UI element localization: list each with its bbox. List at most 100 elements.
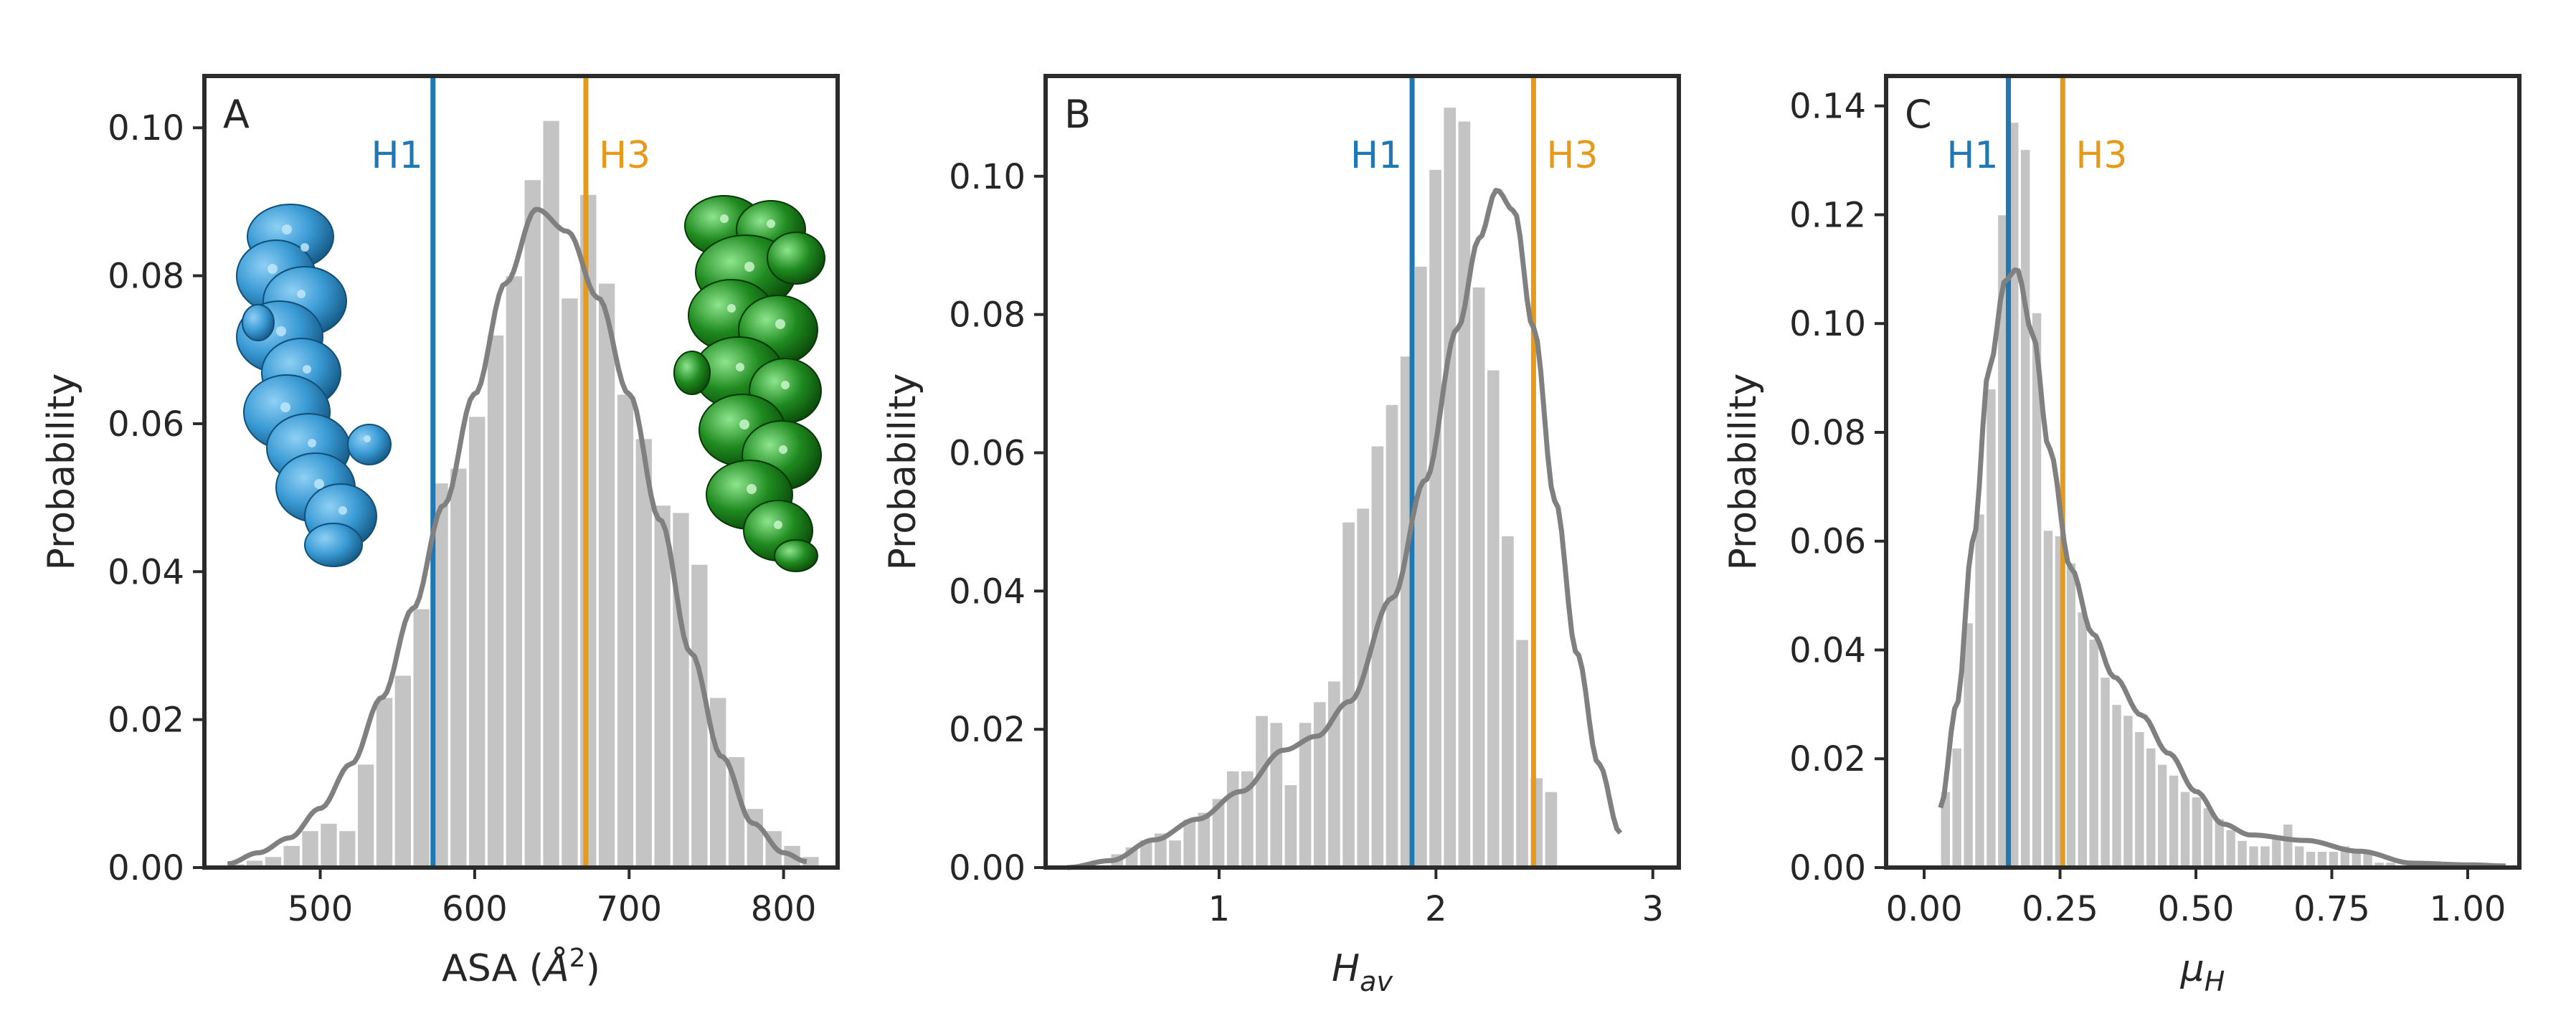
- panel-c-bar-11: [2065, 562, 2077, 868]
- panel-b-y-axis-label: Probability: [881, 374, 924, 571]
- panel-b-reference-lines: [1409, 76, 1536, 868]
- panel-a-letter: A: [223, 92, 250, 137]
- panel-b-bar-23: [1442, 106, 1457, 868]
- panel-a-bar-24: [671, 511, 691, 868]
- panel-a-bar-10: [412, 608, 431, 868]
- panel-a-axes-border: [202, 74, 840, 870]
- panel-b-frame: [1043, 74, 1681, 870]
- panel-b-reference-labels: H1 H3: [1350, 134, 1599, 177]
- panel-c-ytick-label: 0.08: [1789, 413, 1866, 453]
- panel-c-xtick-label: 0.75: [2293, 889, 2370, 929]
- panel-b-bar-18: [1370, 445, 1385, 868]
- panel-b-h3-label: H3: [1546, 134, 1598, 177]
- panel-a-bar-17: [541, 120, 561, 868]
- panel-b-h1-label: H1: [1350, 134, 1402, 177]
- panel-c-bar-12: [2077, 611, 2088, 868]
- panel-a-asa-histogram: 0.000.020.040.060.080.10 500 600 700 800 A …: [40, 74, 840, 990]
- panel-b-hav-histogram: 0.00 0.02 0.04 0.06 0.08 0.10 1 2 3 B H1 H3 Pro…: [881, 74, 1681, 997]
- panel-a-bar-16: [524, 179, 542, 868]
- panel-a-bar-9: [394, 674, 412, 868]
- panel-c-bar-28: [2259, 845, 2271, 868]
- panel-b-xlabel-sub: av: [1360, 966, 1393, 997]
- panel-a-bar-13: [468, 415, 486, 868]
- panel-c-bar-7: [2019, 148, 2031, 868]
- panel-a-x-ticks: 500 600 700 800: [288, 868, 817, 929]
- panel-c-bar-31: [2293, 845, 2305, 868]
- panel-b-kde-curve: [1067, 188, 1623, 870]
- panel-b-ytick-label: 0.00: [949, 848, 1026, 888]
- panel-b-xlabel-main: H: [1332, 947, 1360, 990]
- panel-a-ytick-label: 0.06: [108, 404, 184, 445]
- panel-b-bar-12: [1284, 784, 1298, 868]
- panel-a-y-axis-label: Probability: [40, 374, 83, 571]
- panel-c-bar-13: [2088, 638, 2100, 868]
- panel-b-bar-24: [1457, 120, 1472, 868]
- h1-peptide-surface-image: [236, 204, 392, 567]
- panel-c-bar-22: [2191, 796, 2202, 868]
- panel-c-bar-3: [1974, 513, 1986, 868]
- panel-b-y-ticks: 0.00 0.02 0.04 0.06 0.08 0.10: [949, 157, 1046, 888]
- panel-b-bar-28: [1515, 639, 1530, 868]
- panel-c-bar-30: [2282, 823, 2293, 868]
- panel-c-bar-19: [2156, 764, 2168, 868]
- panel-a-bar-14: [486, 334, 505, 868]
- panel-c-ytick-label: 0.06: [1789, 522, 1866, 562]
- panel-c-x-axis-label: μH: [2180, 947, 2225, 997]
- h3-peptide-surface-image: [673, 195, 825, 572]
- panel-c-ytick-label: 0.04: [1789, 630, 1866, 670]
- panel-b-ytick-label: 0.04: [949, 571, 1026, 612]
- panel-a-reference-lines: [430, 76, 589, 868]
- panel-c-bar-9: [2042, 529, 2054, 868]
- panel-c-ytick-label: 0.00: [1789, 848, 1866, 888]
- panel-a-bars: [227, 120, 820, 868]
- panel-b-xtick-label: 2: [1425, 889, 1447, 929]
- panel-b-x-ticks: 1 2 3: [1208, 868, 1664, 929]
- panel-c-bar-21: [2179, 791, 2191, 868]
- panel-c-frame: [1884, 74, 2521, 870]
- panel-b-letter: B: [1064, 92, 1091, 137]
- panel-b-bar-16: [1341, 521, 1356, 868]
- panel-a-ytick-label: 0.08: [108, 257, 184, 297]
- panel-c-bar-18: [2145, 747, 2156, 868]
- panel-a-h1-label: H1: [371, 134, 423, 177]
- panel-a-xlabel-angstrom: Å: [541, 946, 569, 990]
- panel-c-muh-histogram: 0.00 0.02 0.04 0.06 0.08 0.10 0.12 0.14 0.00 0.2…: [1722, 74, 2521, 997]
- panel-c-h3-label: H3: [2075, 134, 2127, 177]
- panel-b-xtick-label: 1: [1208, 889, 1231, 929]
- panel-a-xtick-label: 500: [288, 889, 354, 929]
- panel-a-bar-18: [560, 297, 579, 868]
- panel-a-xtick-label: 800: [751, 889, 817, 929]
- panel-c-ytick-label: 0.14: [1789, 87, 1866, 127]
- panel-c-xlabel-main: μ: [2180, 947, 2205, 990]
- panel-c-xtick-label: 1.00: [2430, 889, 2506, 929]
- panel-a-bar-15: [505, 275, 524, 868]
- panel-a-bar-7: [356, 763, 375, 868]
- panel-c-bar-27: [2248, 845, 2260, 868]
- panel-b-ytick-label: 0.10: [949, 157, 1026, 197]
- panel-c-bar-34: [2328, 850, 2339, 868]
- panel-b-xtick-label: 3: [1642, 889, 1664, 929]
- panel-a-ytick-label: 0.00: [108, 848, 184, 888]
- panel-c-bar-4: [1985, 388, 1997, 868]
- panel-c-reference-lines: [2006, 76, 2065, 868]
- panel-c-y-axis-label: Probability: [1722, 374, 1765, 571]
- panel-a-bar-8: [375, 696, 394, 868]
- panel-c-bar-17: [2134, 731, 2146, 868]
- panel-c-ytick-label: 0.12: [1789, 195, 1866, 235]
- panel-a-kde-curve: [227, 206, 808, 867]
- panel-a-ytick-label: 0.10: [108, 108, 184, 148]
- panel-b-bar-8: [1226, 770, 1240, 868]
- panel-a-bar-12: [449, 467, 468, 868]
- panel-c-axes-border: [1884, 74, 2521, 870]
- panel-b-bar-26: [1486, 369, 1501, 868]
- panel-b-bar-30: [1544, 791, 1558, 868]
- panel-c-kde-curve: [1938, 267, 2506, 869]
- panel-c-bar-16: [2122, 714, 2134, 868]
- panel-b-ytick-label: 0.02: [949, 710, 1026, 750]
- panel-c-bar-26: [2236, 840, 2248, 868]
- panel-c-ytick-label: 0.02: [1789, 739, 1866, 779]
- panel-a-xlabel-text: ASA (: [442, 947, 544, 990]
- panel-c-bar-15: [2111, 703, 2123, 868]
- panel-c-bar-32: [2305, 850, 2316, 868]
